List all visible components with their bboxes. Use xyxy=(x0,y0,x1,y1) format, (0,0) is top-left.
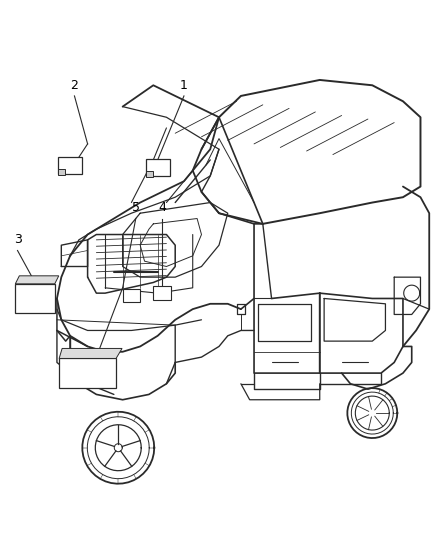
Bar xyxy=(153,287,171,300)
Text: 5: 5 xyxy=(132,201,140,214)
Bar xyxy=(145,159,170,176)
Text: 2: 2 xyxy=(71,79,78,92)
Polygon shape xyxy=(59,349,122,358)
Bar xyxy=(59,358,116,387)
Polygon shape xyxy=(58,169,65,175)
Polygon shape xyxy=(145,172,153,177)
Bar xyxy=(58,157,82,174)
Text: 4: 4 xyxy=(158,201,166,214)
Text: 3: 3 xyxy=(14,233,21,246)
Bar xyxy=(15,284,55,313)
Polygon shape xyxy=(15,276,59,284)
Bar xyxy=(123,289,140,303)
Text: 1: 1 xyxy=(180,79,188,92)
